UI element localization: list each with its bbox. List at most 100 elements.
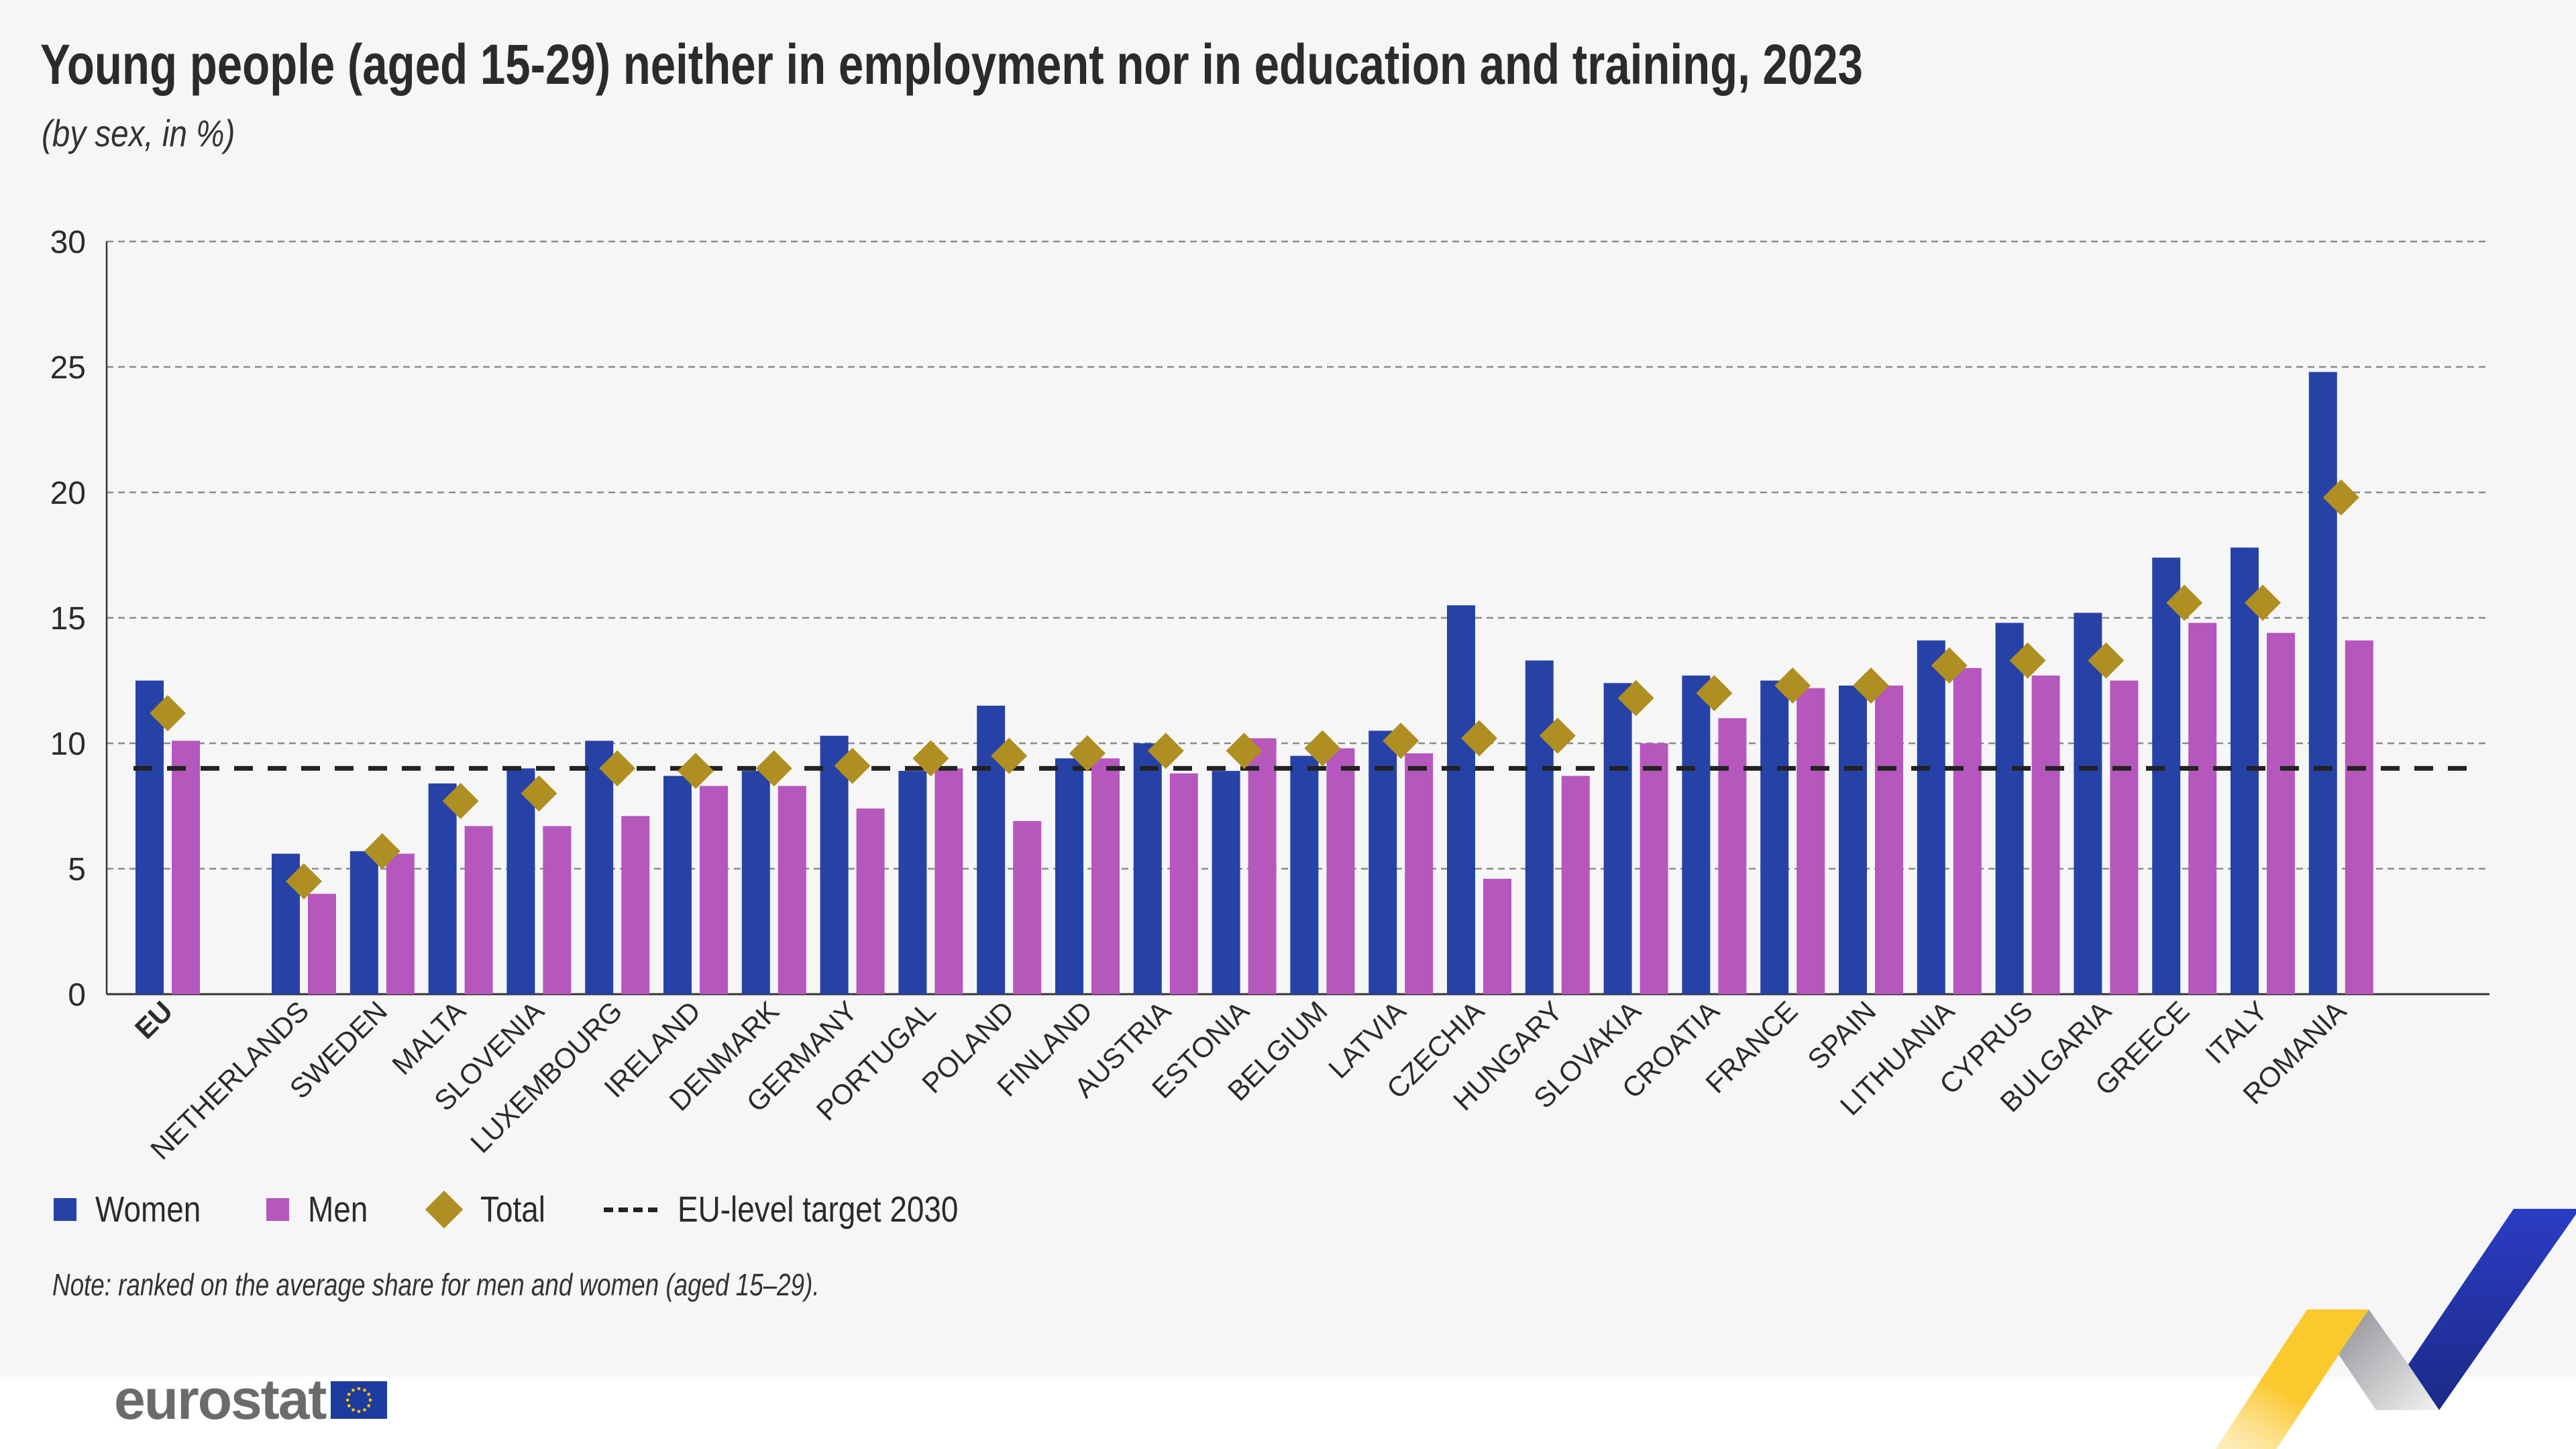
legend-item-target: EU-level target 2030 — [604, 1189, 1008, 1230]
total-marker — [1147, 733, 1184, 769]
men-swatch-icon — [266, 1198, 290, 1221]
bar-women — [1995, 623, 2024, 994]
legend-label-target: EU-level target 2030 — [678, 1189, 959, 1230]
bar-men — [1796, 688, 1825, 994]
chart-title: Young people (aged 15-29) neither in emp… — [40, 33, 1864, 96]
total-marker — [1539, 717, 1576, 754]
total-marker — [2009, 642, 2046, 679]
total-marker — [1461, 720, 1497, 757]
y-tick-label: 10 — [50, 727, 86, 762]
bar-women — [428, 783, 457, 994]
total-marker — [678, 753, 714, 790]
bar-men — [1169, 773, 1198, 994]
legend-item-women: Women — [54, 1189, 219, 1230]
bar-women — [1212, 771, 1240, 994]
bar-women — [585, 741, 614, 994]
bar-women — [506, 768, 535, 994]
bar-women — [1917, 640, 1945, 994]
total-marker — [1069, 735, 1106, 771]
legend-label-total: Total — [480, 1189, 546, 1230]
y-tick-label: 0 — [68, 977, 86, 1013]
bar-men — [308, 894, 336, 994]
bar-women — [136, 680, 164, 994]
bar-men — [2345, 640, 2373, 994]
total-marker — [2088, 642, 2125, 679]
logo-text: eurostat — [114, 1368, 327, 1431]
y-tick-label: 20 — [50, 476, 86, 511]
total-marker — [1304, 730, 1341, 767]
total-marker — [2322, 479, 2359, 516]
bar-men — [1405, 753, 1434, 994]
eu-flag-icon — [331, 1381, 388, 1419]
bar-men — [1640, 743, 1668, 994]
bar-men — [621, 816, 650, 994]
total-marker — [1617, 680, 1654, 716]
bar-women — [2231, 547, 2259, 994]
bar-men — [2188, 623, 2217, 994]
bar-women — [1133, 743, 1162, 994]
bar-men — [934, 768, 963, 994]
bar-men — [1326, 748, 1355, 994]
total-marker — [1226, 733, 1263, 769]
bar-women — [741, 771, 770, 994]
total-marker — [599, 750, 636, 787]
bar-women — [1368, 731, 1397, 994]
bar-men — [777, 786, 806, 994]
total-marker — [991, 737, 1028, 774]
bar-men — [1718, 718, 1747, 994]
bar-men — [856, 808, 885, 994]
total-marker — [521, 775, 557, 812]
bar-men — [1013, 820, 1042, 994]
bar-men — [464, 826, 493, 994]
bar-women — [1603, 683, 1632, 994]
bar-women — [1055, 758, 1083, 994]
dashed-line-icon — [604, 1207, 658, 1212]
bar-women — [1525, 660, 1554, 994]
legend-item-men: Men — [266, 1189, 378, 1230]
chart-subtitle: (by sex, in %) — [42, 112, 235, 154]
bar-women — [1290, 755, 1319, 994]
total-marker — [2245, 584, 2281, 621]
bar-women — [898, 771, 927, 994]
total-marker — [1696, 675, 1733, 712]
bar-men — [543, 826, 572, 994]
y-tick-label: 30 — [50, 225, 86, 260]
total-marker — [286, 863, 322, 900]
y-tick-label: 25 — [50, 350, 86, 386]
total-marker — [834, 747, 871, 784]
bar-men — [1248, 738, 1277, 994]
total-marker — [364, 833, 400, 869]
total-marker — [442, 783, 479, 820]
total-marker — [755, 750, 792, 787]
bar-men — [386, 853, 415, 994]
bar-women — [1760, 680, 1789, 994]
eurostat-logo: eurostat — [114, 1367, 388, 1432]
total-marker — [1774, 667, 1811, 704]
bar-women — [350, 851, 378, 994]
bar-men — [2110, 680, 2139, 994]
chart-note: Note: ranked on the average share for me… — [52, 1267, 820, 1302]
bar-women — [2308, 372, 2337, 994]
chart-background — [0, 0, 2576, 1377]
bar-men — [2031, 676, 2060, 994]
bar-men — [172, 741, 200, 994]
total-marker — [1383, 722, 1419, 759]
bar-women — [1682, 676, 1711, 994]
total-marker — [2166, 584, 2203, 621]
legend: Women Men Total EU-level target 2030 — [54, 1186, 1055, 1233]
bar-women — [1839, 685, 1867, 994]
bar-men — [1953, 667, 1982, 994]
bar-women — [2152, 557, 2181, 994]
y-tick-label: 15 — [50, 601, 86, 637]
bar-women — [820, 735, 849, 994]
bar-men — [700, 786, 728, 994]
legend-item-total: Total — [425, 1189, 557, 1230]
y-tick-label: 5 — [68, 852, 86, 888]
bar-men — [1875, 685, 1903, 994]
legend-label-men: Men — [308, 1189, 368, 1230]
bar-men — [1483, 878, 1511, 994]
total-marker — [150, 695, 186, 732]
bar-women — [663, 775, 692, 994]
